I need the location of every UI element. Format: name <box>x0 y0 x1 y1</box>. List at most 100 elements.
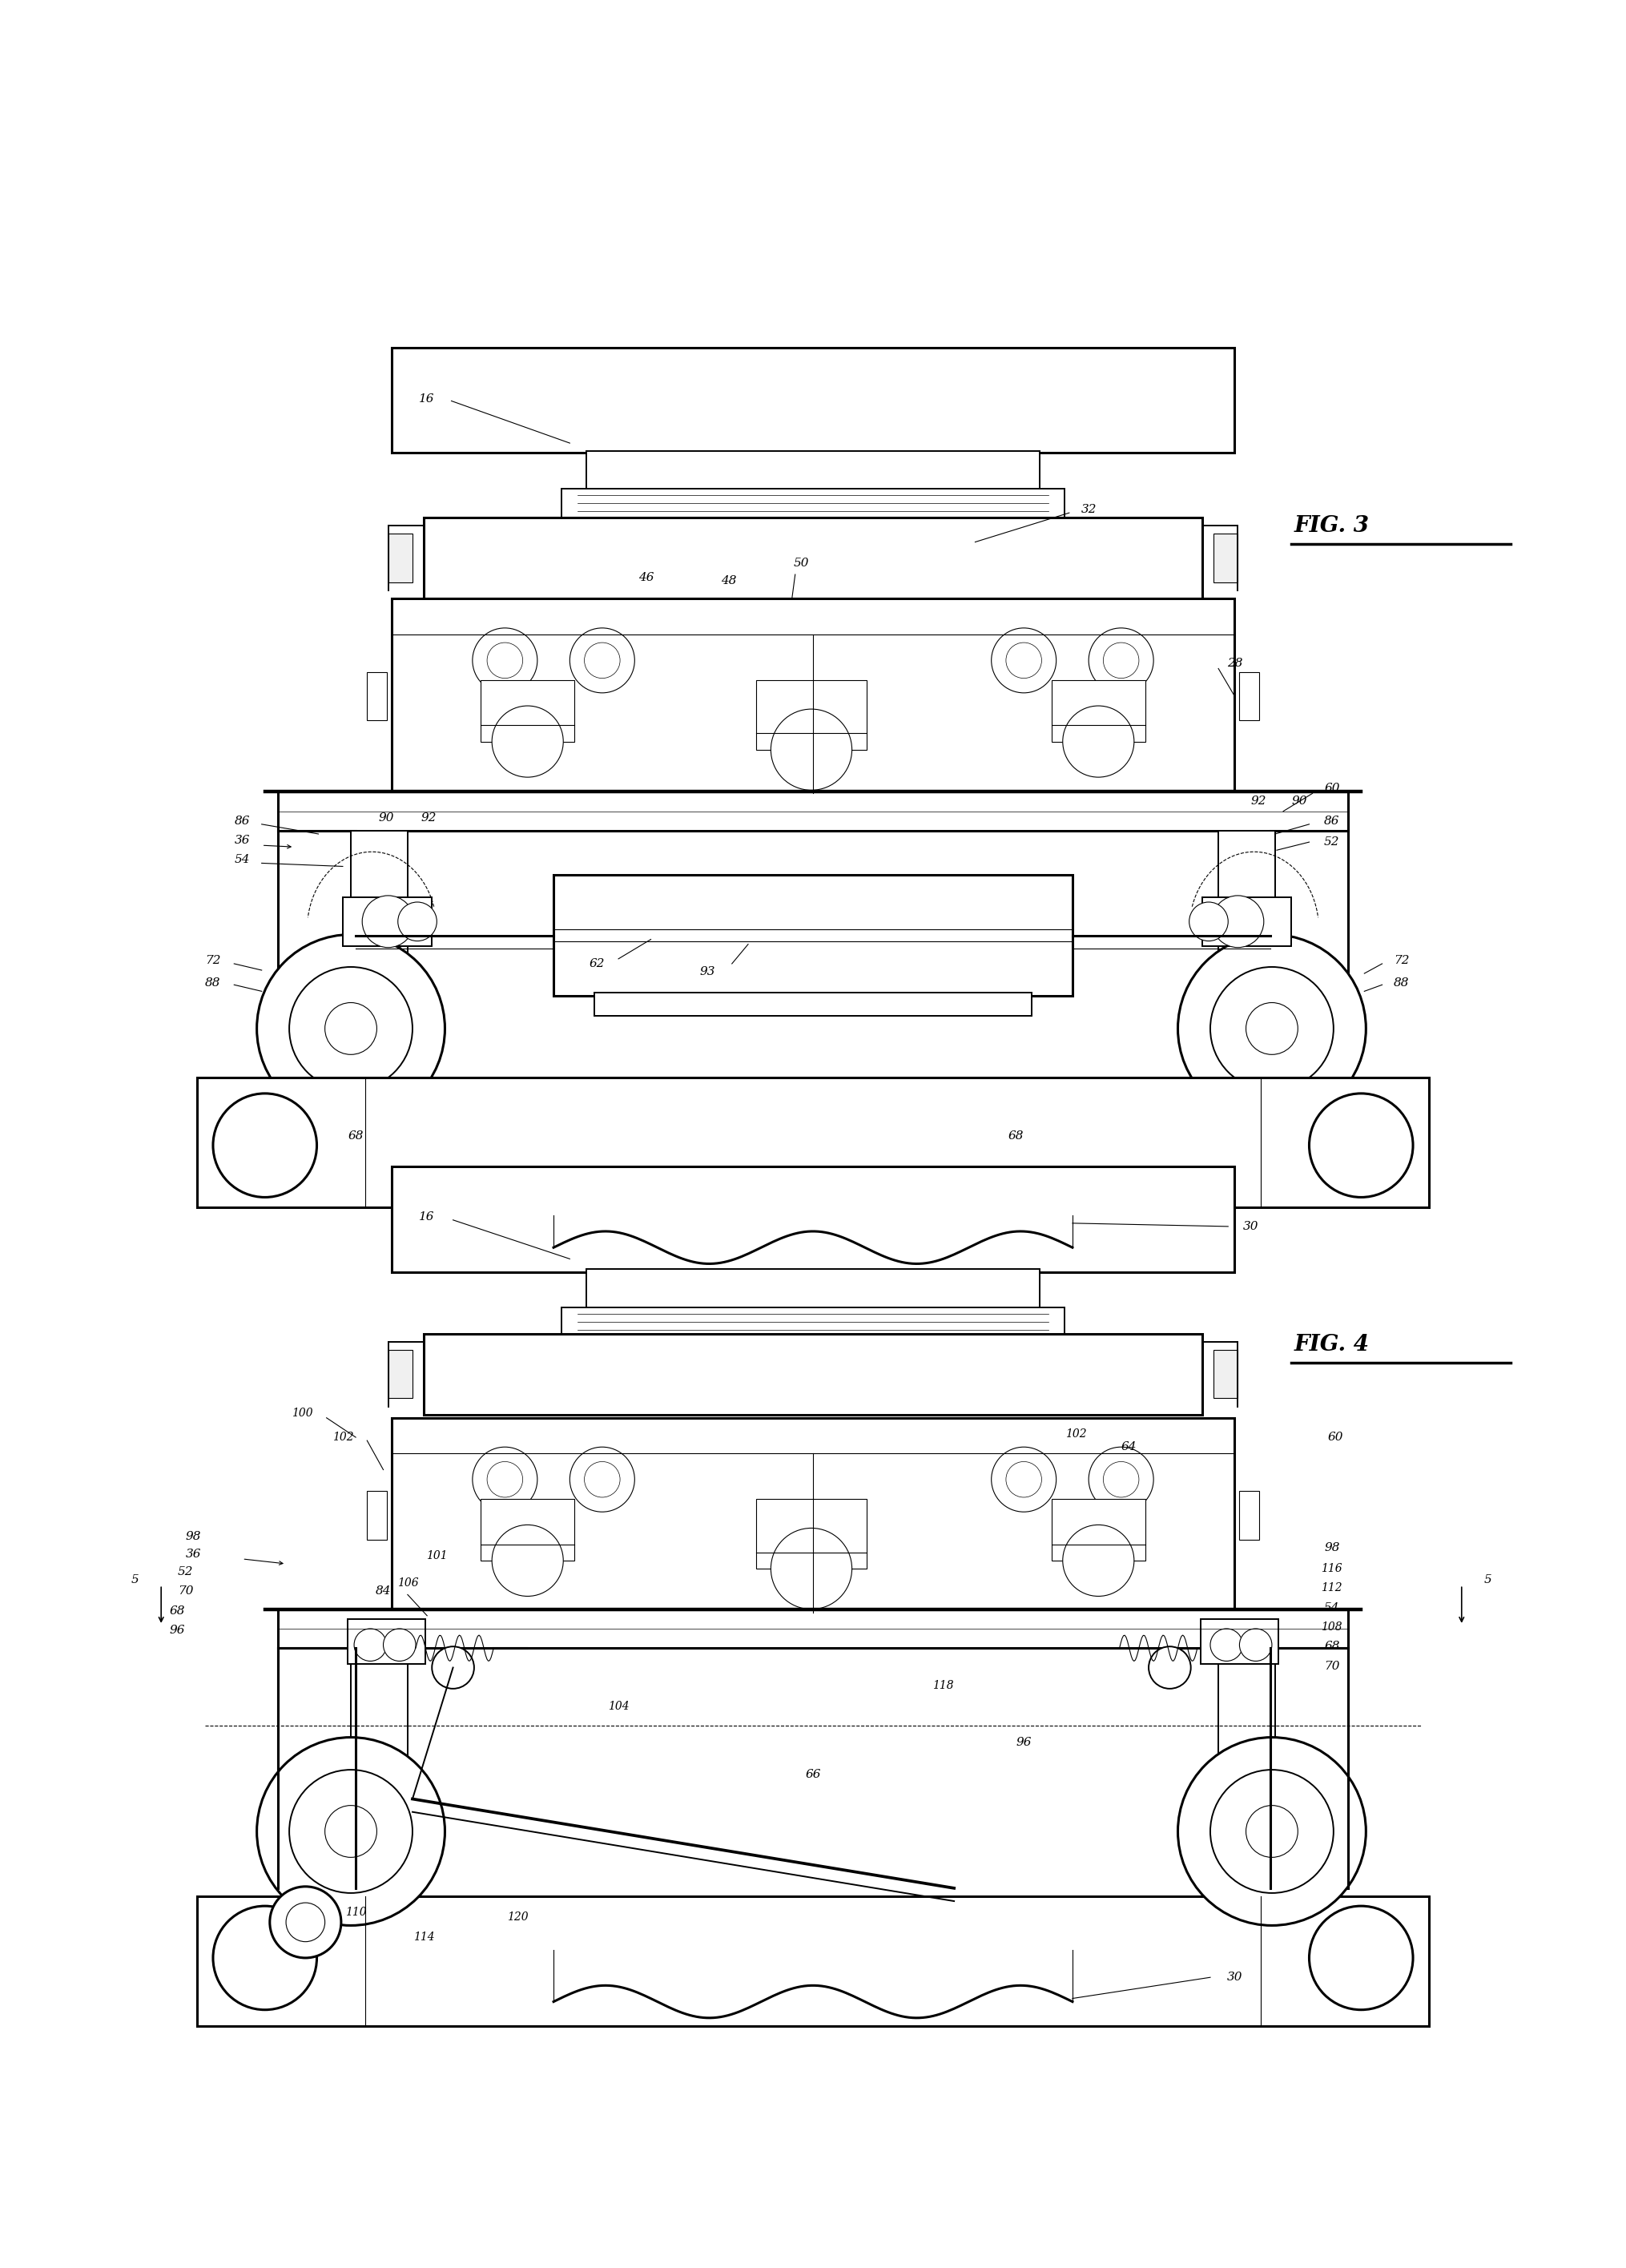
Circle shape <box>1177 934 1366 1123</box>
Bar <box>278 792 1348 830</box>
Text: 90: 90 <box>1291 796 1307 807</box>
Text: 62: 62 <box>590 957 605 968</box>
Text: 112: 112 <box>1322 1583 1343 1594</box>
Text: 86: 86 <box>1324 816 1340 826</box>
Bar <box>481 680 574 742</box>
Bar <box>1239 671 1259 721</box>
Text: 102: 102 <box>1065 1429 1086 1440</box>
Bar <box>1213 533 1237 583</box>
Bar <box>351 830 408 1068</box>
Circle shape <box>569 628 634 692</box>
Bar <box>389 1349 413 1399</box>
Bar <box>561 1309 1065 1336</box>
Circle shape <box>1221 916 1260 955</box>
Text: 110: 110 <box>345 1907 366 1919</box>
Circle shape <box>325 1805 377 1857</box>
Bar <box>481 1499 574 1560</box>
Circle shape <box>1210 1628 1242 1660</box>
Circle shape <box>1309 1905 1413 2009</box>
Text: 102: 102 <box>332 1431 353 1442</box>
Text: 36: 36 <box>185 1549 202 1560</box>
Circle shape <box>771 1529 852 1610</box>
Bar <box>197 1077 1429 1207</box>
Text: 48: 48 <box>720 576 737 587</box>
Text: 70: 70 <box>177 1585 193 1597</box>
Text: 5: 5 <box>1483 1574 1491 1585</box>
Text: 120: 120 <box>507 1912 528 1923</box>
Text: 66: 66 <box>805 1769 821 1780</box>
Text: 72: 72 <box>205 955 221 966</box>
Text: 50: 50 <box>793 558 810 569</box>
Bar <box>1270 1649 1348 1889</box>
Text: 60: 60 <box>1327 1431 1343 1442</box>
Bar <box>392 1418 1234 1613</box>
Circle shape <box>1210 1769 1333 1894</box>
Bar <box>278 830 356 1077</box>
Bar <box>585 1268 1041 1309</box>
Circle shape <box>992 1447 1057 1513</box>
Text: 98: 98 <box>1324 1542 1340 1554</box>
Text: 16: 16 <box>420 395 434 406</box>
Text: 98: 98 <box>185 1531 202 1542</box>
Text: 52: 52 <box>1324 837 1340 848</box>
Text: 64: 64 <box>1122 1442 1137 1452</box>
Circle shape <box>363 896 415 948</box>
Circle shape <box>1063 1524 1133 1597</box>
Text: 32: 32 <box>1081 503 1096 515</box>
Text: 88: 88 <box>1393 978 1410 989</box>
Text: 60: 60 <box>1324 782 1340 794</box>
Circle shape <box>493 1524 563 1597</box>
Circle shape <box>584 1461 620 1497</box>
Circle shape <box>1089 1447 1153 1513</box>
Circle shape <box>1246 1002 1298 1055</box>
Text: 106: 106 <box>397 1579 418 1590</box>
Text: 114: 114 <box>413 1932 434 1941</box>
Bar <box>343 898 433 946</box>
Circle shape <box>1211 896 1263 948</box>
Bar <box>278 1610 1348 1649</box>
Circle shape <box>493 705 563 778</box>
Bar <box>585 451 1041 490</box>
Text: 70: 70 <box>1324 1660 1340 1672</box>
Bar <box>593 993 1033 1016</box>
Circle shape <box>289 966 413 1091</box>
Bar <box>756 680 867 751</box>
Text: 68: 68 <box>1008 1129 1023 1141</box>
Circle shape <box>433 1647 475 1690</box>
Text: 68: 68 <box>1324 1640 1340 1651</box>
Text: 92: 92 <box>421 812 436 823</box>
Bar <box>392 347 1234 454</box>
Bar <box>553 875 1073 996</box>
Circle shape <box>1239 1628 1272 1660</box>
Circle shape <box>1104 1461 1138 1497</box>
Bar <box>1270 830 1348 1077</box>
Bar <box>561 488 1065 517</box>
Circle shape <box>289 1769 413 1894</box>
Circle shape <box>1006 642 1042 678</box>
Text: 116: 116 <box>1322 1563 1343 1574</box>
Circle shape <box>1309 1093 1413 1198</box>
Circle shape <box>286 1903 325 1941</box>
Text: 118: 118 <box>932 1681 953 1692</box>
Text: 90: 90 <box>379 812 395 823</box>
Circle shape <box>325 1002 377 1055</box>
Bar <box>392 599 1234 794</box>
Circle shape <box>1148 1647 1190 1690</box>
Circle shape <box>1089 628 1153 692</box>
Circle shape <box>1189 903 1228 941</box>
Bar <box>756 1499 867 1569</box>
Text: 54: 54 <box>1324 1601 1340 1613</box>
Circle shape <box>992 628 1057 692</box>
Text: 84: 84 <box>376 1585 392 1597</box>
Circle shape <box>257 934 446 1123</box>
Text: 5: 5 <box>132 1574 140 1585</box>
Bar <box>1052 680 1145 742</box>
Bar <box>348 1619 426 1665</box>
Circle shape <box>1246 1805 1298 1857</box>
Circle shape <box>354 1628 387 1660</box>
Text: 101: 101 <box>426 1549 447 1560</box>
Text: 96: 96 <box>1016 1737 1031 1749</box>
Circle shape <box>398 903 437 941</box>
Bar <box>424 1334 1202 1415</box>
Circle shape <box>1210 966 1333 1091</box>
